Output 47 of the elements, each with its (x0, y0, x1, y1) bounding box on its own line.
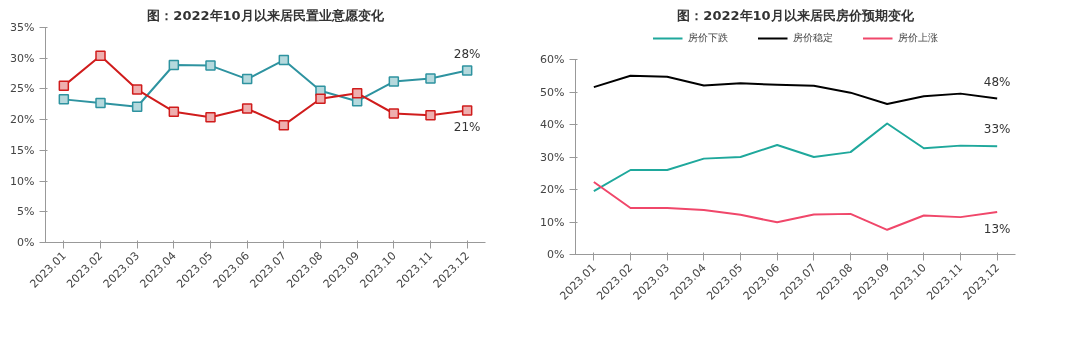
point (95, 97, 106, 109)
point (461, 105, 473, 116)
data-label: 21% (453, 120, 481, 135)
point (241, 73, 253, 85)
data-label: 48% (983, 74, 1011, 89)
point (168, 59, 180, 71)
legend-label: 房价稳定 (792, 31, 833, 45)
point (131, 101, 143, 112)
data-label: 28% (453, 46, 481, 61)
data-label: 13% (983, 221, 1011, 236)
point (278, 54, 290, 66)
y-tick-label: 10% (10, 174, 35, 188)
y-tick-label: 60% (540, 53, 565, 66)
legend-label: 房价上涨 (897, 31, 938, 45)
point (205, 60, 216, 71)
y-tick-label: 50% (540, 85, 565, 99)
y-tick-label: 15% (10, 143, 35, 157)
point (388, 108, 400, 119)
point (278, 119, 290, 131)
legend-label: 房价下跌 (687, 31, 728, 45)
point (425, 73, 436, 84)
point (131, 84, 143, 95)
y-tick-label: 35% (10, 21, 35, 34)
y-tick-label: 5% (17, 205, 35, 219)
y-tick-label: 0% (547, 248, 565, 261)
chart-title: 图：2022年10月以来居民房价预期变化 (677, 7, 915, 23)
point (461, 65, 473, 76)
y-tick-label: 10% (540, 215, 565, 229)
point (425, 110, 436, 121)
y-tick-label: 40% (540, 118, 565, 131)
y-tick-label: 20% (540, 183, 565, 196)
point (168, 106, 180, 117)
point (205, 111, 216, 123)
chart-title: 图：2022年10月以来居民置业意愿变化 (147, 7, 385, 23)
point (58, 94, 70, 105)
point (95, 50, 106, 62)
y-tick-label: 30% (540, 150, 565, 164)
y-tick-label: 0% (17, 236, 35, 249)
data-label: 33% (983, 122, 1011, 137)
point (315, 93, 326, 105)
point (388, 76, 400, 87)
y-tick-label: 25% (10, 82, 35, 96)
point (241, 103, 253, 114)
point (58, 80, 70, 92)
y-tick-label: 20% (10, 113, 35, 127)
y-tick-label: 30% (10, 51, 35, 65)
point (351, 87, 363, 99)
